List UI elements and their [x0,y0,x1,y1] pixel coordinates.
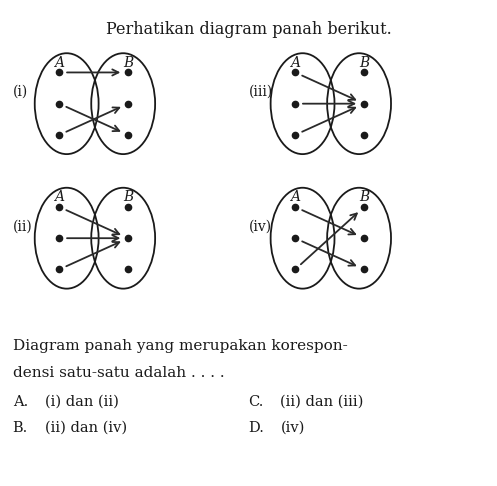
Text: A.: A. [12,395,28,409]
Text: D.: D. [248,421,264,435]
Text: B: B [123,191,133,204]
Text: B: B [359,56,369,70]
Text: (iv): (iv) [280,421,305,435]
Text: C.: C. [248,395,264,409]
Text: (ii) dan (iv): (ii) dan (iv) [45,421,127,435]
Text: (iv): (iv) [248,219,272,233]
Text: densi satu-satu adalah . . . .: densi satu-satu adalah . . . . [12,366,224,380]
Text: A: A [54,191,64,204]
Text: Diagram panah yang merupakan korespon-: Diagram panah yang merupakan korespon- [12,339,347,353]
Text: (ii): (ii) [12,219,32,233]
Text: B: B [123,56,133,70]
Text: (i): (i) [12,85,28,99]
Text: (ii) dan (iii): (ii) dan (iii) [280,395,364,409]
Text: A: A [290,56,300,70]
Text: B.: B. [12,421,28,435]
Text: (i) dan (ii): (i) dan (ii) [45,395,118,409]
Text: (iii): (iii) [248,85,273,99]
Text: A: A [54,56,64,70]
Text: B: B [359,191,369,204]
Text: A: A [290,191,300,204]
Text: Perhatikan diagram panah berikut.: Perhatikan diagram panah berikut. [106,21,391,38]
